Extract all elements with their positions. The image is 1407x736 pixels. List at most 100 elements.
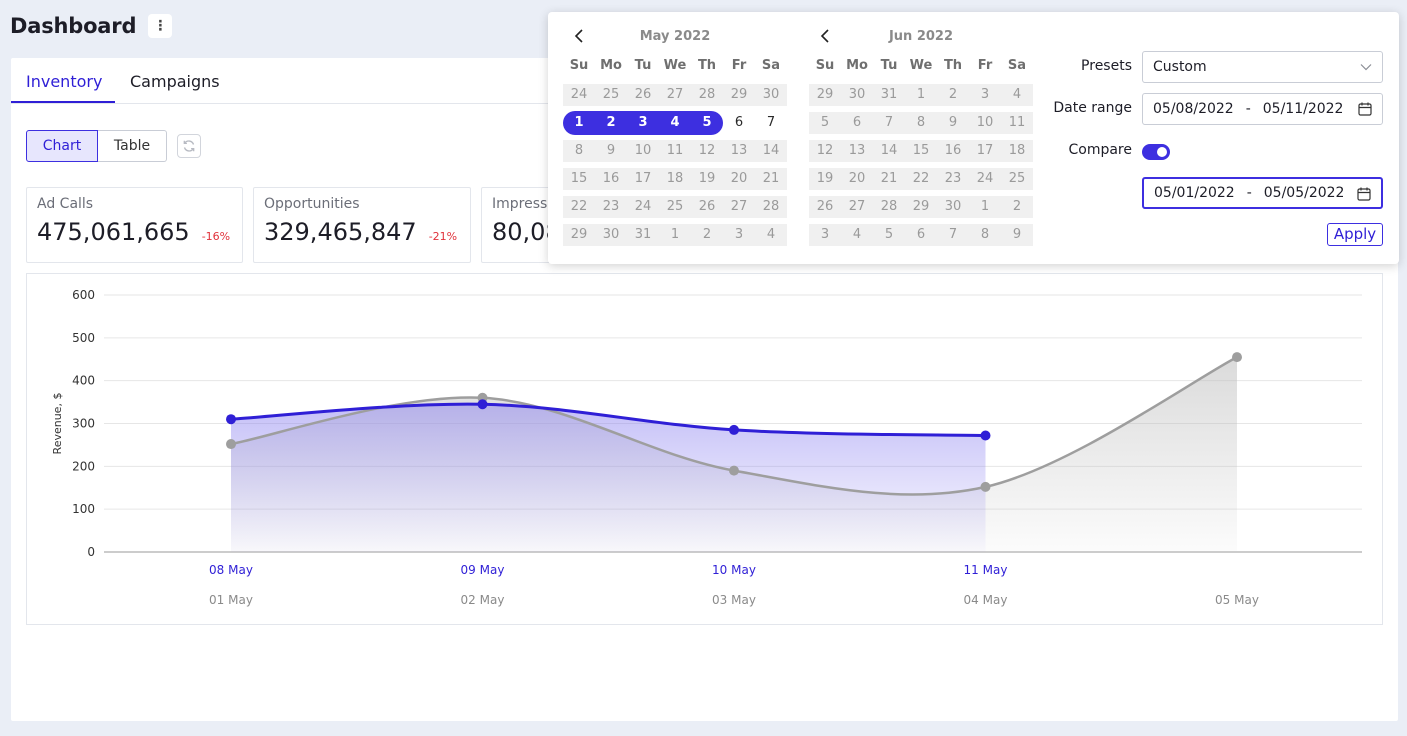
calendar-day[interactable]: 3 — [809, 224, 841, 246]
calendar-day[interactable]: 1 — [905, 84, 937, 106]
calendar-day[interactable]: 25 — [659, 196, 691, 218]
calendar-day[interactable]: 28 — [873, 196, 905, 218]
calendar-day[interactable]: 9 — [1001, 224, 1033, 246]
calendar-day[interactable]: 23 — [937, 168, 969, 190]
calendar-day[interactable]: 29 — [809, 84, 841, 106]
calendar-day[interactable]: 23 — [595, 196, 627, 218]
calendar-day[interactable]: 2 — [606, 115, 616, 130]
calendar-day[interactable]: 16 — [595, 168, 627, 190]
calendar-day[interactable]: 31 — [627, 224, 659, 246]
calendar-day[interactable]: 3 — [969, 84, 1001, 106]
calendar-day[interactable]: 29 — [563, 224, 595, 246]
date-range-field[interactable]: 05/08/2022 - 05/11/2022 — [1142, 93, 1383, 125]
calendar-day[interactable]: 20 — [841, 168, 873, 190]
calendar-icon[interactable] — [1358, 102, 1372, 116]
tab-inventory[interactable]: Inventory — [26, 72, 103, 91]
calendar-day[interactable]: 15 — [905, 140, 937, 162]
calendar-day[interactable]: 6 — [841, 112, 873, 134]
calendar-day[interactable]: 30 — [595, 224, 627, 246]
calendar-day[interactable]: 5 — [702, 115, 712, 130]
calendar-day[interactable]: 3 — [638, 115, 648, 130]
calendar-day[interactable]: 20 — [723, 168, 755, 190]
calendar-day[interactable]: 21 — [873, 168, 905, 190]
calendar-day[interactable]: 27 — [723, 196, 755, 218]
calendar-day[interactable]: 22 — [563, 196, 595, 218]
calendar-day[interactable]: 9 — [595, 140, 627, 162]
calendar-day[interactable]: 13 — [723, 140, 755, 162]
calendar-day[interactable]: 9 — [937, 112, 969, 134]
calendar-day[interactable]: 22 — [905, 168, 937, 190]
calendar-day[interactable]: 28 — [755, 196, 787, 218]
calendar-day[interactable]: 8 — [969, 224, 1001, 246]
calendar-day[interactable]: 1 — [574, 115, 584, 130]
calendar-day[interactable]: 1 — [659, 224, 691, 246]
calendar-day[interactable]: 24 — [969, 168, 1001, 190]
presets-select[interactable]: Custom — [1142, 51, 1383, 83]
calendar-day[interactable]: 5 — [873, 224, 905, 246]
calendar-day[interactable]: 4 — [670, 115, 680, 130]
calendar-day[interactable]: 8 — [905, 112, 937, 134]
calendar-day[interactable]: 15 — [563, 168, 595, 190]
calendar-day[interactable]: 26 — [627, 84, 659, 106]
apply-button[interactable]: Apply — [1327, 223, 1383, 246]
calendar-day[interactable]: 3 — [723, 224, 755, 246]
calendar-day[interactable]: 4 — [1001, 84, 1033, 106]
calendar-day[interactable]: 7 — [873, 112, 905, 134]
calendar-day[interactable]: 16 — [937, 140, 969, 162]
calendar-day[interactable]: 29 — [723, 84, 755, 106]
calendar-day[interactable]: 28 — [691, 84, 723, 106]
calendar-day[interactable]: 6 — [905, 224, 937, 246]
calendar-day[interactable]: 25 — [1001, 168, 1033, 190]
calendar-day[interactable]: 2 — [691, 224, 723, 246]
calendar-day[interactable]: 27 — [659, 84, 691, 106]
calendar-day[interactable]: 30 — [755, 84, 787, 106]
calendar-day[interactable]: 21 — [755, 168, 787, 190]
calendar-day[interactable]: 1 — [969, 196, 1001, 218]
calendar-day[interactable]: 14 — [873, 140, 905, 162]
calendar-day[interactable]: 14 — [755, 140, 787, 162]
calendar-day[interactable]: 4 — [755, 224, 787, 246]
calendar-day[interactable]: 2 — [937, 84, 969, 106]
calendar-day[interactable]: 26 — [809, 196, 841, 218]
calendar-day[interactable]: 5 — [809, 112, 841, 134]
calendar-day[interactable]: 26 — [691, 196, 723, 218]
calendar-day[interactable]: 24 — [627, 196, 659, 218]
chevron-left-icon[interactable] — [819, 28, 833, 44]
calendar-day[interactable]: 27 — [841, 196, 873, 218]
calendar-day[interactable]: 18 — [659, 168, 691, 190]
calendar-day[interactable]: 17 — [969, 140, 1001, 162]
calendar-day[interactable]: 19 — [809, 168, 841, 190]
calendar-day[interactable]: 10 — [969, 112, 1001, 134]
calendar-day[interactable]: 4 — [841, 224, 873, 246]
calendar-day[interactable]: 12 — [691, 140, 723, 162]
calendar-day[interactable]: 31 — [873, 84, 905, 106]
calendar-day[interactable]: 19 — [691, 168, 723, 190]
chevron-left-icon[interactable] — [573, 28, 587, 44]
compare-toggle[interactable] — [1142, 144, 1170, 160]
calendar-day[interactable]: 17 — [627, 168, 659, 190]
calendar-day[interactable]: 11 — [659, 140, 691, 162]
calendar-day[interactable]: 2 — [1001, 196, 1033, 218]
calendar-day[interactable]: 12 — [809, 140, 841, 162]
calendar-day[interactable]: 18 — [1001, 140, 1033, 162]
kebab-icon[interactable]: ⋮ — [148, 14, 173, 38]
calendar-day[interactable]: 30 — [841, 84, 873, 106]
calendar-day[interactable]: 6 — [723, 112, 755, 134]
calendar-day[interactable]: 29 — [905, 196, 937, 218]
compare-range-field[interactable]: 05/01/2022 - 05/05/2022 — [1142, 177, 1383, 209]
calendar-day[interactable]: 11 — [1001, 112, 1033, 134]
tab-campaigns[interactable]: Campaigns — [130, 72, 220, 91]
calendar-day[interactable]: 13 — [841, 140, 873, 162]
table-view-button[interactable]: Table — [98, 130, 167, 162]
calendar-day[interactable]: 7 — [755, 112, 787, 134]
calendar-day[interactable]: 24 — [563, 84, 595, 106]
calendar-day[interactable]: 8 — [563, 140, 595, 162]
calendar-day[interactable]: 25 — [595, 84, 627, 106]
calendar-day[interactable]: 30 — [937, 196, 969, 218]
chart-view-button[interactable]: Chart — [26, 130, 98, 162]
x-tick-label: 03 May — [712, 593, 756, 607]
refresh-icon[interactable] — [177, 134, 201, 158]
calendar-icon[interactable] — [1357, 187, 1371, 201]
calendar-day[interactable]: 7 — [937, 224, 969, 246]
calendar-day[interactable]: 10 — [627, 140, 659, 162]
